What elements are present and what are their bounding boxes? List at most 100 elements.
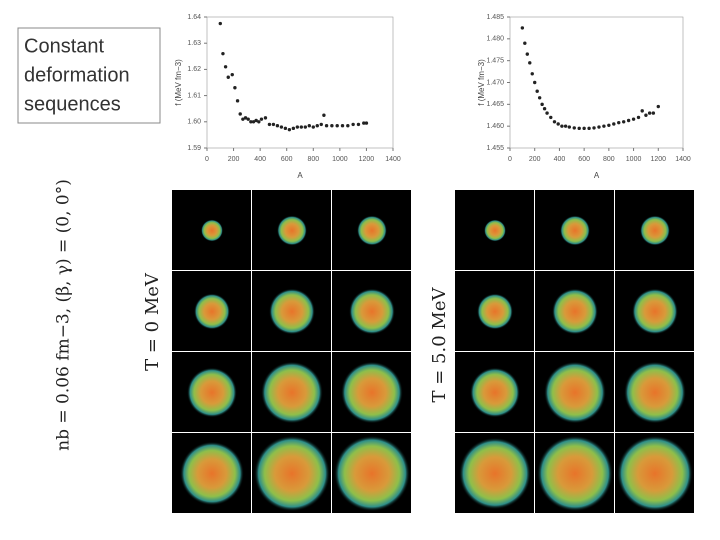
y-tick-label: 1.60 <box>187 119 201 126</box>
point <box>563 124 568 128</box>
x-tick-label: 0 <box>508 156 512 163</box>
x-tick-label: 1400 <box>675 156 691 163</box>
y-axis-label: f (MeV fm−3) <box>477 59 486 106</box>
density-blob <box>201 219 223 242</box>
x-tick-label: 0 <box>205 156 209 163</box>
point <box>636 115 641 120</box>
x-tick-label: 1200 <box>359 156 375 163</box>
y-tick-label: 1.475 <box>486 58 504 65</box>
point <box>351 122 355 127</box>
point <box>335 124 339 128</box>
point <box>230 72 234 77</box>
density-blob <box>459 437 531 510</box>
point <box>340 124 345 128</box>
point <box>552 120 557 124</box>
y-tick-label: 1.470 <box>486 79 504 86</box>
point <box>640 109 644 113</box>
point <box>263 116 268 120</box>
box-line: Constant <box>24 35 104 57</box>
x-tick-label: 1200 <box>650 156 666 163</box>
y-tick-label: 1.455 <box>486 145 504 152</box>
image-grids <box>172 190 694 513</box>
density-blob <box>269 288 315 335</box>
point <box>560 124 564 128</box>
density-blob <box>640 215 670 246</box>
point <box>259 117 264 121</box>
density-blob <box>341 361 403 424</box>
x-tick-label: 400 <box>554 156 566 163</box>
y-tick-label: 1.64 <box>187 14 201 21</box>
density-blob <box>334 435 410 512</box>
x-tick-label: 600 <box>578 156 590 163</box>
point <box>319 122 323 127</box>
point <box>617 120 621 125</box>
point <box>254 118 258 123</box>
point <box>218 21 222 26</box>
point <box>631 117 636 121</box>
point <box>295 125 300 129</box>
density-blob <box>484 219 506 242</box>
x-tick-label: 1000 <box>626 156 642 163</box>
point <box>279 125 284 129</box>
point <box>556 122 560 126</box>
point <box>567 125 572 129</box>
density-blob <box>194 293 230 330</box>
y-tick-label: 1.61 <box>187 92 201 99</box>
side-label: nb = 0.06 fm−3, (β, γ) = (0, 0°) <box>54 179 74 451</box>
density-blob <box>560 215 590 246</box>
density-blob <box>552 288 598 335</box>
point <box>525 52 529 56</box>
density-blob <box>277 215 307 246</box>
y-tick-label: 1.62 <box>187 66 201 73</box>
x-tick-label: 800 <box>307 156 319 163</box>
density-blob <box>470 367 520 418</box>
point <box>246 117 250 121</box>
point <box>233 86 237 90</box>
point <box>528 61 532 65</box>
point <box>577 126 581 131</box>
point <box>621 120 626 124</box>
point <box>238 112 242 116</box>
point <box>303 125 308 129</box>
point <box>656 104 660 109</box>
point <box>283 126 288 131</box>
point <box>523 41 527 45</box>
point <box>275 124 280 128</box>
density-blob <box>261 361 323 424</box>
point <box>644 113 648 117</box>
box-line: sequences <box>24 93 121 115</box>
density-blob <box>537 435 613 512</box>
y-tick-label: 1.59 <box>187 145 201 152</box>
point <box>542 107 547 111</box>
point <box>251 120 256 124</box>
x-axis-label: A <box>297 171 303 180</box>
y-axis-label: f (MeV fm−3) <box>174 59 183 106</box>
point <box>626 118 631 123</box>
point <box>549 115 553 120</box>
density-blob <box>187 367 237 418</box>
x-tick-label: 1400 <box>385 156 401 163</box>
point <box>602 124 606 128</box>
x-tick-label: 400 <box>254 156 266 163</box>
point <box>572 126 576 130</box>
point <box>356 122 361 127</box>
x-tick-label: 800 <box>603 156 615 163</box>
point <box>311 125 315 129</box>
point <box>612 122 616 126</box>
point <box>545 111 549 115</box>
density-blob <box>349 288 395 335</box>
point <box>364 121 369 125</box>
point <box>607 123 611 127</box>
y-tick-label: 1.460 <box>486 123 504 130</box>
point <box>530 72 534 76</box>
y-tick-label: 1.480 <box>486 36 504 43</box>
point <box>582 126 586 131</box>
point <box>324 124 329 128</box>
point <box>243 116 248 120</box>
point <box>651 111 656 115</box>
point <box>257 120 261 124</box>
density-blob <box>632 288 678 335</box>
point <box>540 102 544 107</box>
x-tick-label: 200 <box>529 156 541 163</box>
